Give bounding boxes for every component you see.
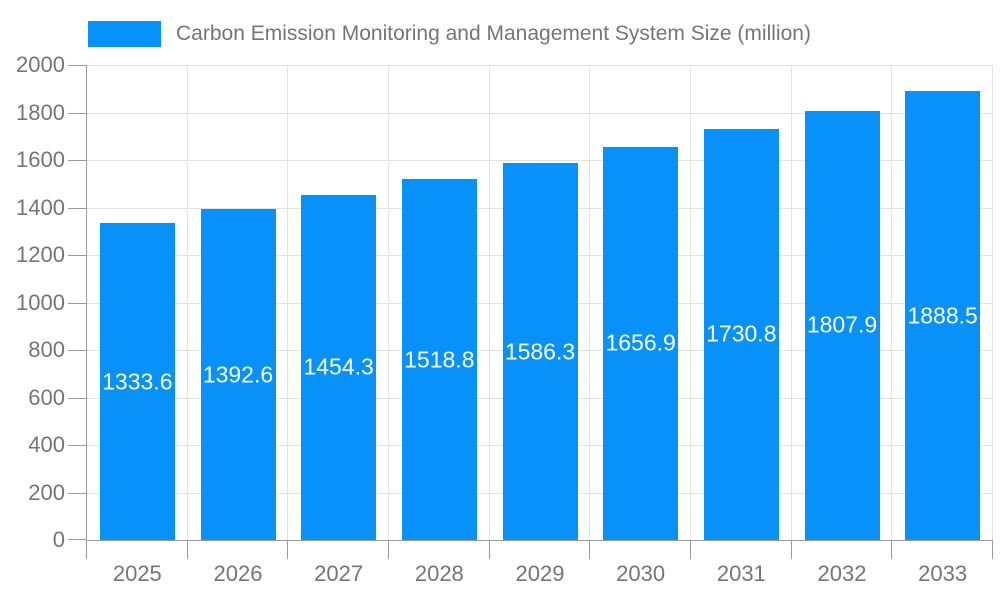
y-gridline [87,112,993,114]
x-gridline [690,65,691,540]
bar-value-label: 1888.5 [907,302,978,329]
bar-value-label: 1807.9 [806,311,878,338]
x-axis-label-2028: 2028 [414,561,464,586]
y-axis-tick [68,350,86,351]
x-axis-tick [287,540,289,559]
y-axis-label: 1600 [16,147,65,172]
bar-2028[interactable]: 1518.8 [401,179,477,540]
y-axis-tick [68,207,86,209]
x-axis-label-2031: 2031 [716,561,766,586]
y-axis-tick [68,255,86,256]
x-gridline [186,65,188,540]
x-axis-tick [186,540,188,559]
bar-2025[interactable]: 1333.6 [99,223,175,540]
bar-2029[interactable]: 1586.3 [502,163,578,540]
bar-value-label: 1586.3 [504,338,576,365]
x-axis-tick [790,540,792,559]
bar-value-label: 1392.6 [202,361,274,388]
plot-area: 0 200 400 600 800 1000 1200 1400 1600 1800 2000 133… [16,52,993,586]
y-axis-tick [68,160,86,161]
y-axis-tick [68,112,86,114]
y-gridline [87,65,993,66]
x-axis-tick [992,540,993,559]
x-axis-tick [690,540,691,559]
x-axis-tick [891,540,893,559]
x-axis-label-2027: 2027 [314,561,364,586]
y-axis-tick [68,302,86,304]
x-axis-tick [388,540,389,559]
x-gridline [790,65,792,540]
legend-label: Carbon Emission Monitoring and Managemen… [176,22,811,45]
x-axis-label-2030: 2030 [616,561,666,586]
bar-value-label: 1730.8 [706,320,777,347]
y-axis-label: 1000 [16,289,65,315]
bar-2027[interactable]: 1454.3 [301,194,377,540]
y-axis-label: 2000 [16,52,65,77]
bar-value-label: 1333.6 [102,368,173,395]
bar-value-label: 1518.8 [404,346,475,373]
bar-2032[interactable]: 1807.9 [804,110,880,540]
x-gridline [992,65,993,540]
x-gridline [891,65,893,540]
y-axis-label: 1400 [16,194,65,220]
x-gridline [589,65,591,540]
x-axis-label-2032: 2032 [817,561,867,586]
x-gridline [488,65,490,540]
y-axis-label: 400 [28,432,65,457]
x-axis-label-2033: 2033 [918,561,968,586]
y-axis-tick [68,445,86,446]
bar-value-label: 1656.9 [605,329,676,356]
y-axis-label: 800 [28,337,65,362]
y-axis-label: 200 [28,479,65,505]
x-gridline [388,65,389,540]
x-axis-label-2025: 2025 [112,561,162,586]
legend-swatch[interactable] [88,21,161,47]
y-axis-label: 600 [28,384,65,410]
y-axis-tick [68,65,86,66]
y-axis-tick [68,397,86,399]
y-axis-line-extension [86,540,87,559]
x-axis-label-2029: 2029 [515,561,565,586]
y-axis-label: 1200 [16,242,65,267]
y-axis-tick [68,492,86,494]
x-gridline [287,65,289,540]
y-axis-tick [68,539,86,540]
y-gridline [87,160,993,161]
y-axis-label: 1800 [16,99,65,125]
bar-2030[interactable]: 1656.9 [603,146,679,540]
legend-item[interactable]: Carbon Emission Monitoring and Managemen… [88,21,811,47]
bar-2033[interactable]: 1888.5 [905,91,981,540]
x-axis-label-2026: 2026 [213,561,263,586]
y-axis-label: 0 [52,527,65,552]
bar-value-label: 1454.3 [303,353,374,380]
bar-2031[interactable]: 1730.8 [703,128,779,540]
bar-2026[interactable]: 1392.6 [200,209,276,540]
x-axis-tick [589,540,591,559]
x-axis-tick [488,540,490,559]
